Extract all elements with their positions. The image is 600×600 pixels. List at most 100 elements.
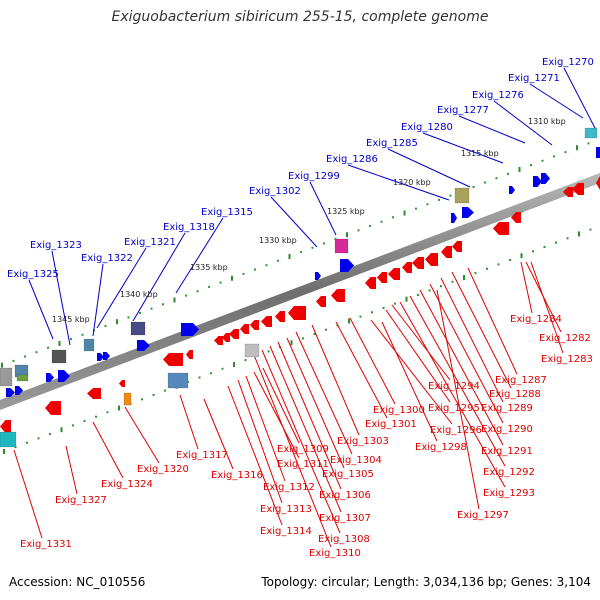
minor-tick: [440, 285, 442, 288]
minor-tick: [371, 311, 373, 314]
forward-gene-arrow: [533, 176, 542, 187]
label-leader-line: [530, 261, 564, 354]
minor-tick: [254, 268, 256, 271]
forward-gene-arrow: [6, 388, 15, 397]
reverse-gene-arrow: [441, 246, 452, 258]
reverse-gene-arrow: [331, 289, 345, 302]
minor-tick: [507, 172, 509, 175]
rna-feature-box: [16, 374, 29, 382]
minor-tick: [196, 290, 199, 293]
label-leader-line: [261, 349, 341, 534]
minor-tick: [265, 264, 268, 267]
label-leader-line: [179, 394, 199, 450]
minor-tick: [277, 259, 279, 262]
rna-feature-box: [0, 367, 13, 387]
reverse-gene-label: Exig_1303: [337, 436, 389, 447]
reverse-gene-arrow: [365, 277, 376, 289]
minor-tick: [244, 359, 247, 362]
label-leader-line: [347, 164, 450, 201]
rna-feature-box: [167, 372, 189, 389]
reverse-gene-arrow: [425, 253, 438, 266]
minor-tick: [24, 355, 26, 358]
major-tick: [116, 319, 118, 325]
reverse-gene-label: Exig_1316: [211, 470, 263, 481]
label-leader-line: [311, 324, 360, 436]
minor-tick: [426, 203, 429, 206]
reverse-gene-label: Exig_1282: [539, 333, 591, 344]
rna-feature-box: [454, 187, 470, 204]
major-tick: [576, 145, 578, 151]
forward-gene-arrow: [181, 323, 199, 336]
forward-gene-label: Exig_1271: [508, 73, 560, 84]
reverse-gene-arrow: [250, 320, 259, 330]
minor-tick: [553, 155, 555, 158]
minor-tick: [474, 272, 477, 275]
minor-tick: [81, 333, 84, 336]
minor-tick: [35, 351, 38, 354]
reverse-gene-label: Exig_1288: [489, 389, 541, 400]
forward-gene-label: Exig_1325: [7, 269, 59, 280]
reverse-gene-label: Exig_1309: [277, 444, 329, 455]
label-leader-line: [253, 354, 332, 548]
reverse-gene-label: Exig_1295: [428, 403, 480, 414]
label-leader-line: [451, 271, 512, 389]
reverse-gene-arrow: [119, 380, 125, 387]
rna-feature-box: [0, 431, 17, 448]
label-leader-line: [277, 341, 342, 490]
minor-tick: [141, 398, 143, 401]
reverse-gene-label: Exig_1327: [55, 495, 107, 506]
minor-tick: [313, 333, 316, 335]
label-leader-line: [309, 181, 337, 236]
forward-gene-arrow: [541, 173, 550, 184]
reverse-gene-label: Exig_1320: [137, 464, 189, 475]
reverse-gene-label: Exig_1307: [319, 513, 371, 524]
forward-gene-arrow: [509, 186, 515, 194]
label-leader-line: [399, 301, 506, 488]
forward-gene-label: Exig_1270: [542, 57, 594, 68]
accession-text: Accession: NC_010556: [9, 575, 146, 589]
label-leader-line: [245, 375, 286, 482]
reverse-gene-arrow: [87, 388, 101, 399]
minor-tick: [392, 216, 394, 219]
minor-tick: [532, 250, 534, 253]
major-tick: [231, 275, 233, 281]
minor-tick: [302, 337, 304, 340]
label-leader-line: [422, 132, 504, 164]
minor-tick: [323, 242, 325, 245]
reverse-gene-arrow: [214, 336, 223, 345]
minor-tick: [106, 411, 109, 414]
major-tick: [288, 254, 291, 259]
minor-tick: [185, 294, 187, 297]
scale-label: 1315 kbp: [461, 149, 499, 158]
minor-tick: [543, 246, 546, 248]
minor-tick: [70, 338, 72, 341]
reverse-gene-label: Exig_1284: [510, 314, 562, 325]
minor-tick: [359, 315, 362, 318]
minor-tick: [380, 220, 383, 223]
forward-gene-arrow: [340, 259, 354, 272]
reverse-gene-label: Exig_1311: [277, 459, 329, 470]
minor-tick: [72, 424, 74, 427]
rna-feature-box: [83, 338, 95, 352]
major-tick: [405, 296, 408, 302]
label-leader-line: [387, 148, 471, 188]
minor-tick: [47, 346, 49, 349]
minor-tick: [587, 142, 590, 145]
label-leader-line: [467, 267, 518, 375]
reverse-gene-label: Exig_1312: [263, 482, 315, 493]
forward-gene-arrow: [103, 352, 110, 360]
label-leader-line: [409, 295, 506, 467]
major-tick: [518, 167, 521, 172]
reverse-gene-arrow: [288, 306, 306, 320]
forward-gene-arrow: [462, 207, 474, 218]
minor-tick: [219, 281, 222, 284]
forward-gene-arrow: [315, 272, 321, 280]
minor-tick: [49, 433, 51, 436]
label-leader-line: [13, 449, 43, 539]
map-title: Exiguobacterium sibiricum 255-15, comple…: [111, 9, 489, 25]
reverse-gene-arrow: [493, 222, 509, 235]
reverse-gene-arrow: [596, 176, 600, 190]
scale-label: 1345 kbp: [52, 315, 90, 324]
minor-tick: [95, 415, 97, 418]
forward-gene-arrow: [58, 370, 70, 382]
